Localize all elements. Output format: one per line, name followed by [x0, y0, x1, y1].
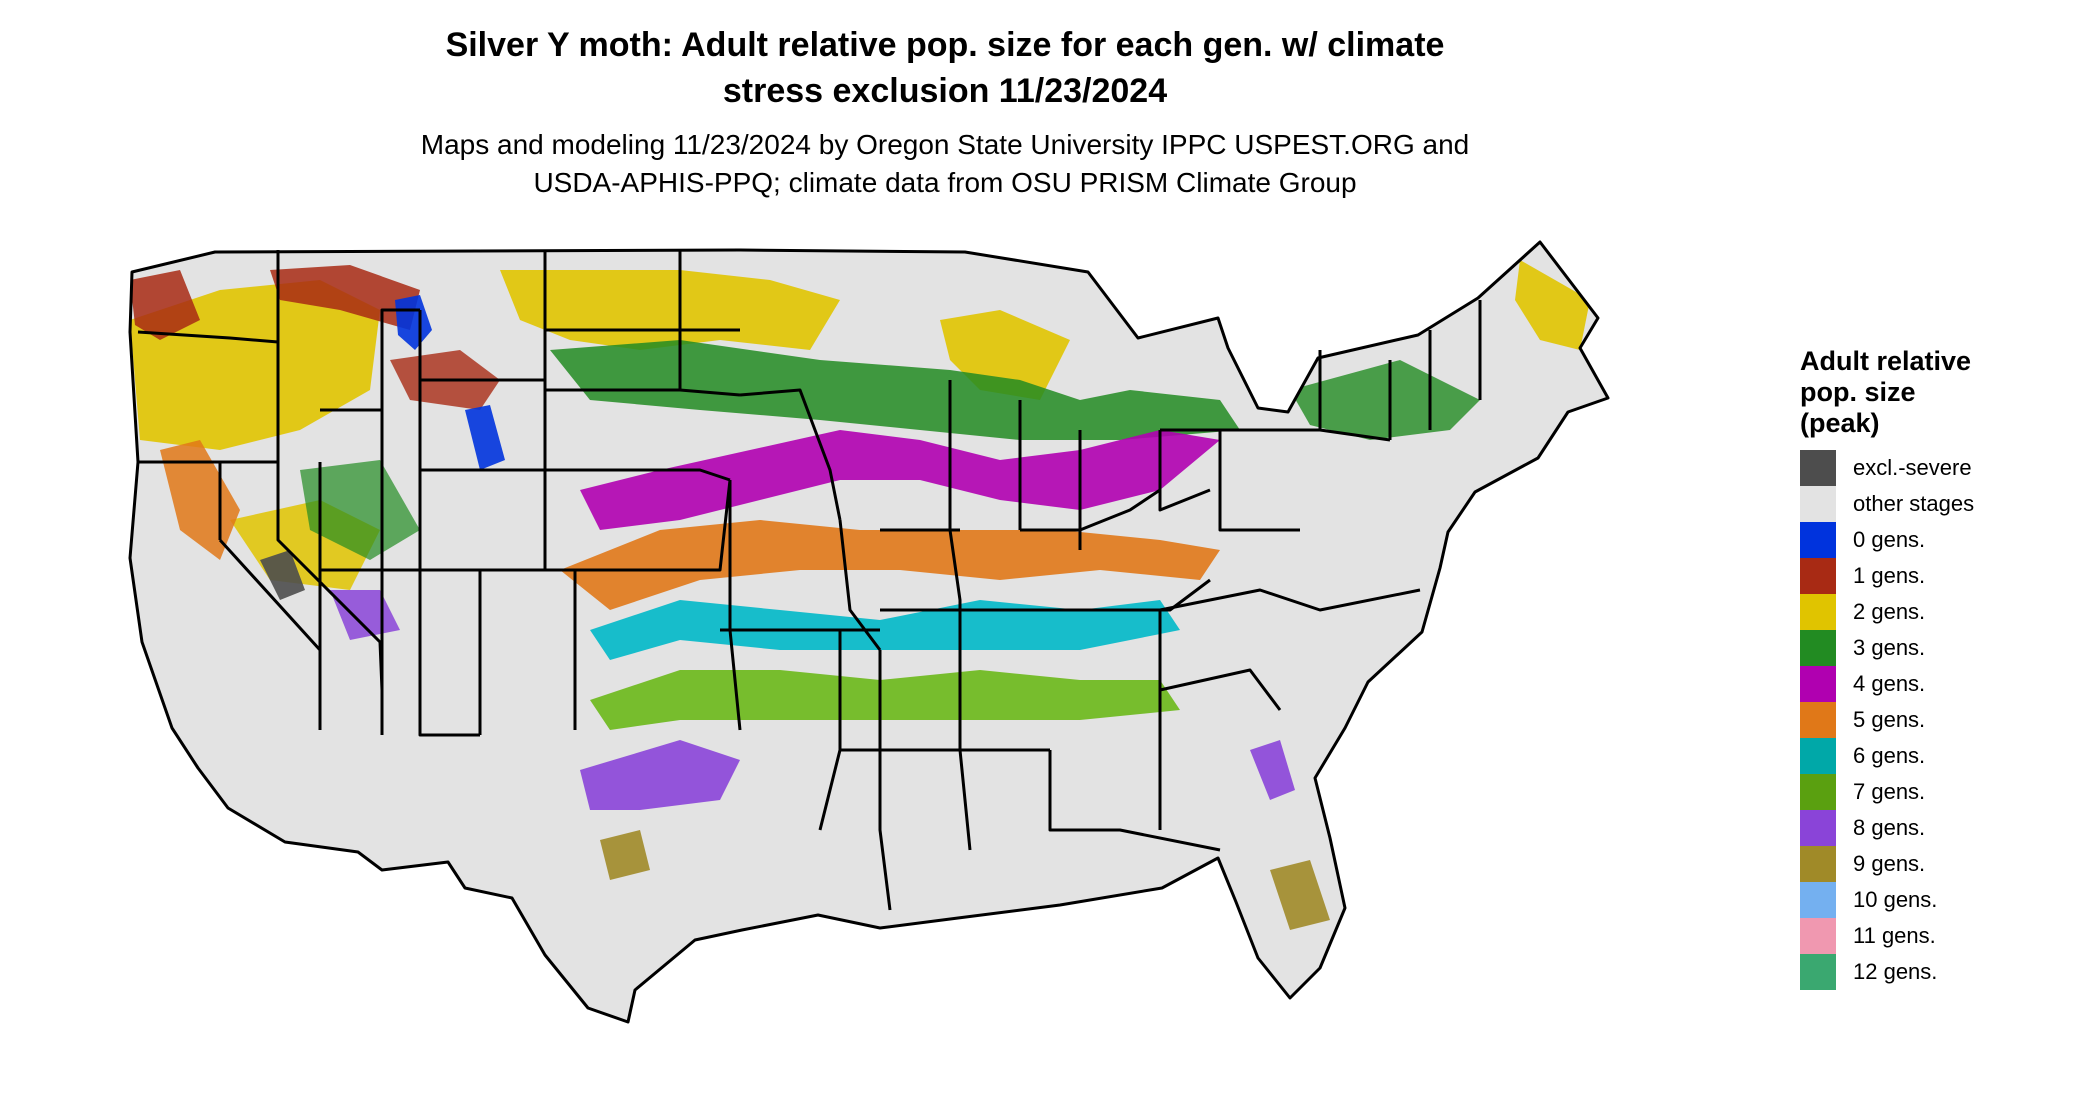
legend-label: 8 gens. [1853, 815, 1926, 840]
zone-9-gens-south-texas-tip [600, 830, 650, 880]
zone-3-gens-central-plains [550, 340, 1240, 440]
legend-label: 2 gens. [1853, 599, 1926, 624]
legend-item: 2 gens. [1800, 594, 2060, 630]
zone-3-gens-mid-atlantic [1290, 360, 1480, 440]
zone-6-gens-south-band [590, 600, 1180, 660]
map-subtitle-line-2: USDA-APHIS-PPQ; climate data from OSU PR… [533, 167, 1357, 198]
zone-1-gens-pacific-northwest [130, 270, 200, 340]
zone-9-gens-south-florida [1270, 860, 1330, 930]
legend-swatch [1800, 882, 1836, 918]
legend-label: 10 gens. [1853, 887, 1938, 912]
legend-item: 0 gens. [1800, 522, 2060, 558]
legend-item: 11 gens. [1800, 918, 2060, 954]
legend-item: 4 gens. [1800, 666, 2060, 702]
legend-swatch [1800, 810, 1836, 846]
legend-swatch [1800, 486, 1836, 522]
legend-item: 10 gens. [1800, 882, 2060, 918]
legend-title: Adult relative pop. size (peak) [1800, 346, 1971, 439]
legend-swatch [1800, 846, 1836, 882]
legend-label: 9 gens. [1853, 851, 1926, 876]
legend-swatch [1800, 450, 1836, 486]
legend-item: 5 gens. [1800, 702, 2060, 738]
legend-title-line-2: pop. size [1800, 377, 1916, 407]
legend-swatch [1800, 738, 1836, 774]
legend-label: 4 gens. [1853, 671, 1926, 696]
map-title-line-1: Silver Y moth: Adult relative pop. size … [445, 26, 1445, 64]
legend-title-line-3: (peak) [1800, 408, 1880, 438]
us-generations-map [128, 240, 1610, 1024]
legend-label: 0 gens. [1853, 527, 1926, 552]
legend-swatch [1800, 702, 1836, 738]
legend-item: 8 gens. [1800, 810, 2060, 846]
map-subtitle: Maps and modeling 11/23/2024 by Oregon S… [0, 126, 1890, 202]
legend-swatch [1800, 954, 1836, 990]
zone-excl-severe-desert [260, 550, 305, 600]
legend-swatch [1800, 918, 1836, 954]
legend-label: other stages [1853, 491, 1975, 516]
legend-item: 6 gens. [1800, 738, 2060, 774]
state-borders [128, 240, 1610, 1024]
map-title: Silver Y moth: Adult relative pop. size … [0, 22, 1890, 114]
legend-swatch [1800, 558, 1836, 594]
legend-label: 7 gens. [1853, 779, 1926, 804]
legend-swatch [1800, 666, 1836, 702]
legend-label: 12 gens. [1853, 959, 1938, 984]
legend-item: 9 gens. [1800, 846, 2060, 882]
zone-2-gens-new-england [1515, 260, 1590, 350]
legend-item: 3 gens. [1800, 630, 2060, 666]
legend-swatch [1800, 630, 1836, 666]
legend-title-line-1: Adult relative [1800, 346, 1972, 376]
map-subtitle-line-1: Maps and modeling 11/23/2024 by Oregon S… [420, 129, 1470, 160]
zone-8-gens-south-texas [580, 740, 740, 810]
legend-label: 5 gens. [1853, 707, 1926, 732]
legend-label: excl.-severe [1853, 455, 1972, 480]
legend-label: 3 gens. [1853, 635, 1926, 660]
legend-swatch [1800, 522, 1836, 558]
legend-label: 1 gens. [1853, 563, 1926, 588]
legend-item: 7 gens. [1800, 774, 2060, 810]
zone-0-gens-colorado-rockies [465, 405, 505, 470]
legend-item: 1 gens. [1800, 558, 2060, 594]
legend-label: 6 gens. [1853, 743, 1926, 768]
zone-4-gens-midwest-band [580, 430, 1220, 530]
legend-item: other stages [1800, 486, 2060, 522]
zone-5-gens-southern-plains [560, 520, 1220, 610]
map-title-line-2: stress exclusion 11/23/2024 [722, 72, 1168, 110]
zone-3-gens-southwest [300, 460, 420, 560]
legend-item: 12 gens. [1800, 954, 2060, 990]
legend-swatch [1800, 774, 1836, 810]
legend-label: 11 gens. [1853, 923, 1936, 948]
legend-item: excl.-severe [1800, 450, 2060, 486]
legend-swatch [1800, 594, 1836, 630]
zone-8-gens-florida [1250, 740, 1295, 800]
